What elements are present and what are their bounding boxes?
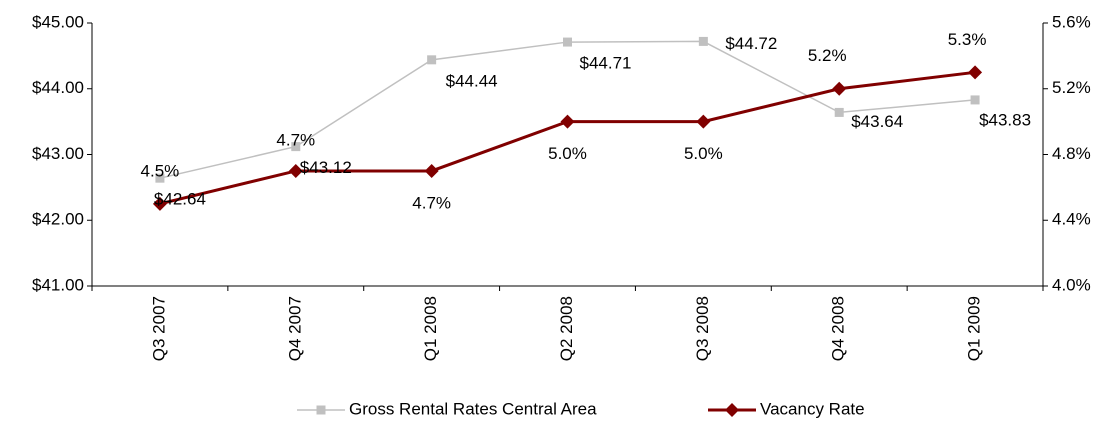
series-marker: [968, 65, 983, 80]
x-tick-label: Q1 2008: [421, 296, 440, 361]
y-tick-label: $41.00: [32, 275, 84, 294]
series-marker: [698, 36, 708, 46]
data-label: 5.0%: [684, 144, 723, 163]
series-marker: [970, 95, 980, 105]
x-tick-label: Q2 2008: [557, 296, 576, 361]
y-tick-label: $42.00: [32, 210, 84, 229]
legend-marker: [316, 405, 326, 415]
y2-tick-label: 5.6%: [1052, 12, 1091, 31]
series-marker: [832, 81, 847, 96]
series-marker: [424, 163, 439, 178]
data-label: 4.7%: [412, 193, 451, 212]
series-marker: [288, 163, 303, 178]
data-label: 5.3%: [948, 30, 987, 49]
data-label: 4.5%: [141, 161, 180, 180]
legend-marker: [725, 403, 739, 417]
x-tick-label: Q4 2008: [829, 296, 848, 361]
series-marker: [834, 107, 844, 117]
y2-tick-label: 5.2%: [1052, 78, 1091, 97]
x-tick-label: Q3 2007: [149, 296, 168, 361]
y2-tick-label: 4.4%: [1052, 210, 1091, 229]
data-label: $44.44: [446, 71, 498, 90]
y2-tick-label: 4.0%: [1052, 275, 1091, 294]
legend-label: Vacancy Rate: [760, 399, 865, 418]
data-label: $43.83: [979, 110, 1031, 129]
series-marker: [152, 196, 167, 211]
data-label: $44.72: [725, 34, 777, 53]
data-label: $42.64: [154, 190, 206, 209]
series-marker: [560, 114, 575, 129]
data-label: $43.64: [851, 112, 903, 131]
y-tick-label: $43.00: [32, 144, 84, 163]
y-tick-label: $45.00: [32, 12, 84, 31]
data-label: 4.7%: [276, 130, 315, 149]
series-marker: [696, 114, 711, 129]
series-marker: [563, 37, 572, 47]
data-label: $43.12: [300, 158, 352, 177]
series-marker: [155, 173, 165, 183]
data-label: 5.0%: [548, 144, 587, 163]
data-label: 5.2%: [808, 46, 847, 65]
x-tick-label: Q1 2009: [965, 296, 984, 361]
x-tick-label: Q3 2008: [693, 296, 712, 361]
y2-tick-label: 4.8%: [1052, 144, 1091, 163]
series-marker: [291, 142, 301, 152]
series-marker: [427, 55, 437, 65]
legend-label: Gross Rental Rates Central Area: [349, 399, 597, 418]
data-label: $44.71: [580, 54, 632, 73]
y-tick-label: $44.00: [32, 78, 84, 97]
x-tick-label: Q4 2007: [285, 296, 304, 361]
